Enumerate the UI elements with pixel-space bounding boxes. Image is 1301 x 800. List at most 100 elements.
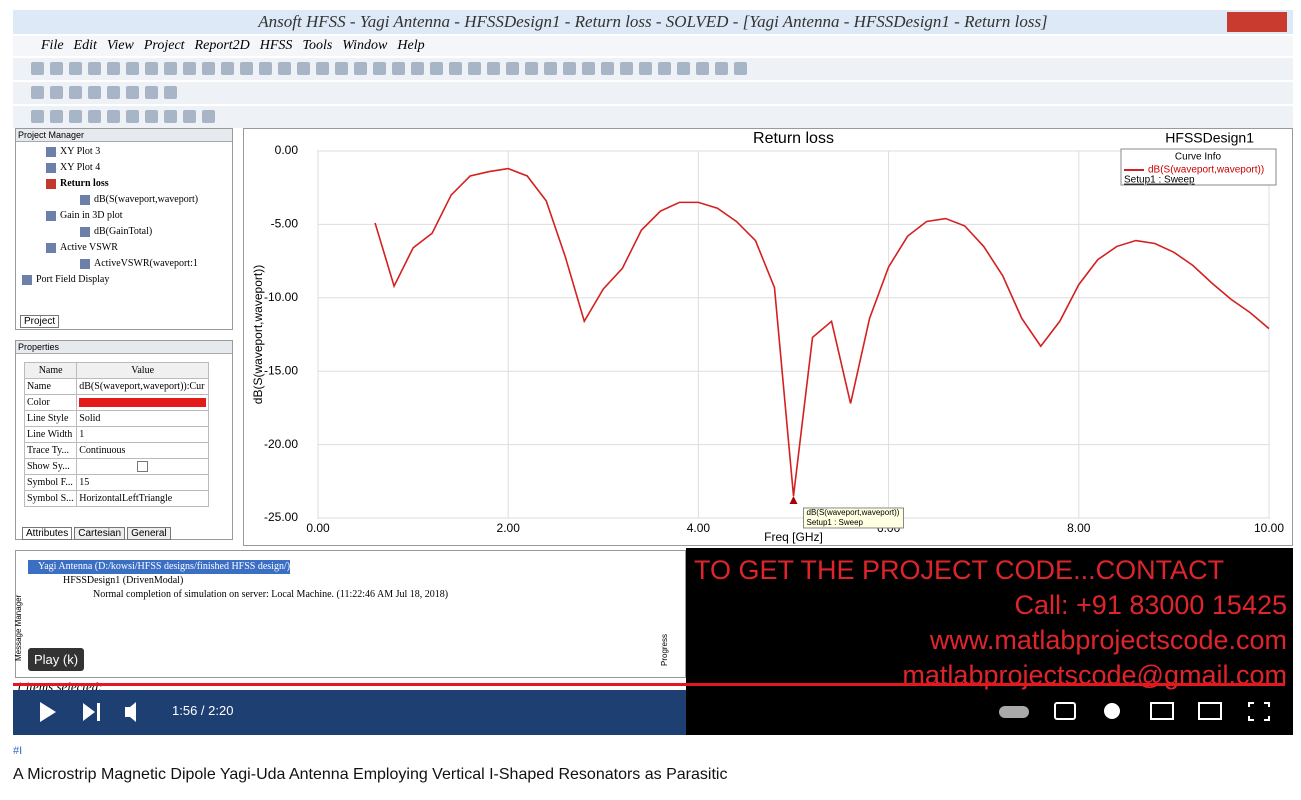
settings-button[interactable]: [1104, 703, 1120, 719]
menu-item[interactable]: Tools: [302, 38, 333, 53]
menu-item[interactable]: Edit: [73, 38, 97, 53]
toolbar-icon[interactable]: [506, 62, 519, 75]
hashtag[interactable]: #I: [13, 745, 23, 757]
toolbar-icon[interactable]: [221, 62, 234, 75]
chart-title: Return loss: [753, 130, 834, 147]
tree-item[interactable]: dB(GainTotal): [16, 224, 232, 240]
tree-item[interactable]: Active VSWR: [16, 240, 232, 256]
toolbar-icon[interactable]: [107, 110, 120, 123]
menu-item[interactable]: File: [41, 38, 64, 53]
toolbar-icon[interactable]: [373, 62, 386, 75]
toolbar-icon[interactable]: [335, 62, 348, 75]
toolbar-icon[interactable]: [107, 86, 120, 99]
toolbar-icon[interactable]: [50, 62, 63, 75]
menu-item[interactable]: HFSS: [259, 38, 293, 53]
toolbar-icon[interactable]: [126, 110, 139, 123]
toolbar-icon[interactable]: [145, 62, 158, 75]
chart-subtitle: HFSSDesign1: [1165, 130, 1254, 146]
tab[interactable]: Project: [20, 315, 60, 328]
x-tick-label: 8.00: [1067, 521, 1091, 535]
toolbar-icon[interactable]: [449, 62, 462, 75]
property-value: dB(S(waveport,waveport)):Cur: [76, 378, 209, 395]
toolbar-icon[interactable]: [69, 110, 82, 123]
menu-item[interactable]: Help: [397, 38, 425, 53]
toolbar-icon[interactable]: [468, 62, 481, 75]
x-tick-label: 0.00: [306, 521, 330, 535]
toolbar-icon[interactable]: [183, 62, 196, 75]
toolbar-icon[interactable]: [31, 62, 44, 75]
toolbar-icon[interactable]: [240, 62, 253, 75]
toolbar-icon[interactable]: [126, 62, 139, 75]
theater-button[interactable]: [1198, 702, 1222, 720]
toolbar-icon[interactable]: [487, 62, 500, 75]
toolbar-icon[interactable]: [601, 62, 614, 75]
toolbar-icon[interactable]: [297, 62, 310, 75]
toolbar-icon[interactable]: [715, 62, 728, 75]
next-button[interactable]: [83, 703, 100, 721]
toolbar-icon[interactable]: [582, 62, 595, 75]
toolbar-icon[interactable]: [696, 62, 709, 75]
toolbar-icon[interactable]: [164, 86, 177, 99]
toolbar-icon[interactable]: [69, 86, 82, 99]
toolbar-icon[interactable]: [183, 110, 196, 123]
toolbar-icon[interactable]: [31, 110, 44, 123]
captions-button[interactable]: [1054, 702, 1076, 720]
toolbar-icon[interactable]: [411, 62, 424, 75]
toolbar-icon[interactable]: [563, 62, 576, 75]
tree-item[interactable]: XY Plot 4: [16, 160, 232, 176]
toolbar-icon[interactable]: [658, 62, 671, 75]
miniplayer-button[interactable]: [1150, 702, 1174, 720]
toolbar-icon[interactable]: [31, 86, 44, 99]
menu-item[interactable]: Project: [143, 38, 185, 53]
toolbar-icon[interactable]: [50, 86, 63, 99]
toolbar-icon[interactable]: [88, 62, 101, 75]
toolbar-icon[interactable]: [430, 62, 443, 75]
menu-item[interactable]: Window: [342, 38, 388, 53]
toolbar-icon[interactable]: [392, 62, 405, 75]
tree-label: Return loss: [60, 178, 109, 189]
property-value: 1: [76, 426, 209, 443]
toolbar-icon[interactable]: [69, 62, 82, 75]
tree-item[interactable]: dB(S(waveport,waveport): [16, 192, 232, 208]
toolbar-icon[interactable]: [164, 110, 177, 123]
toolbar-icon[interactable]: [620, 62, 633, 75]
toolbar-icon[interactable]: [126, 86, 139, 99]
toolbar-icon[interactable]: [316, 62, 329, 75]
menu-item[interactable]: View: [106, 38, 134, 53]
toolbar-icon[interactable]: [145, 110, 158, 123]
close-button[interactable]: [1227, 12, 1287, 32]
toolbar-icon[interactable]: [88, 110, 101, 123]
toolbar-icon[interactable]: [107, 62, 120, 75]
property-row: Trace Ty... Continuous: [23, 442, 209, 459]
tree-item[interactable]: XY Plot 3: [16, 144, 232, 160]
toolbar-icon[interactable]: [734, 62, 747, 75]
tab[interactable]: Attributes: [22, 527, 73, 540]
toolbar-icon[interactable]: [202, 62, 215, 75]
toolbar-icon[interactable]: [164, 62, 177, 75]
toolbar-icon[interactable]: [145, 86, 158, 99]
toolbar-icon[interactable]: [88, 86, 101, 99]
tree-item[interactable]: Return loss: [16, 176, 232, 192]
autoplay-toggle[interactable]: [999, 706, 1029, 718]
progress-bar[interactable]: [13, 683, 1285, 686]
tree-item[interactable]: Port Field Display: [16, 272, 232, 288]
toolbar-icon[interactable]: [677, 62, 690, 75]
menu-item[interactable]: Report2D: [194, 38, 250, 53]
toolbar-icon[interactable]: [278, 62, 291, 75]
checkbox[interactable]: [137, 461, 149, 472]
y-tick-label: -25.00: [264, 510, 298, 524]
tree-item[interactable]: Gain in 3D plot: [16, 208, 232, 224]
toolbar-icon[interactable]: [259, 62, 272, 75]
toolbar-icon[interactable]: [525, 62, 538, 75]
tab[interactable]: Cartesian: [74, 527, 126, 540]
tab[interactable]: General: [127, 527, 171, 540]
tree-item[interactable]: ActiveVSWR(waveport:1: [16, 256, 232, 272]
toolbar-icon[interactable]: [50, 110, 63, 123]
toolbar-icon[interactable]: [544, 62, 557, 75]
toolbar-icon[interactable]: [354, 62, 367, 75]
volume-button[interactable]: [125, 702, 136, 722]
play-button[interactable]: [40, 702, 56, 722]
toolbar-icon[interactable]: [639, 62, 652, 75]
toolbar-icon[interactable]: [202, 110, 215, 123]
fullscreen-button[interactable]: [1248, 702, 1270, 721]
